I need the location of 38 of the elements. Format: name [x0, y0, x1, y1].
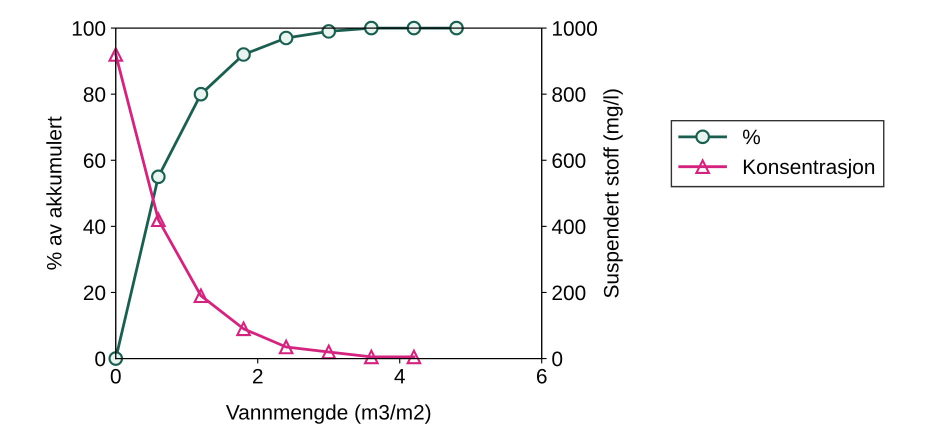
y-tick-label: 0	[95, 352, 106, 366]
y2-tick-label: 1000	[553, 21, 597, 36]
x-tick-label: 0	[110, 368, 121, 384]
y2-tick-label: 200	[552, 285, 586, 300]
x-tick-label: 2	[252, 368, 262, 384]
point	[321, 24, 336, 39]
point	[278, 30, 294, 46]
y-tick-label: 60	[84, 153, 106, 168]
y-tick-label: 40	[83, 219, 106, 234]
y-tick-label: 100	[72, 21, 106, 36]
x-axis-title: Vannmengde (m3/m2)	[226, 404, 430, 424]
y-tick-label: 20	[84, 285, 106, 300]
point	[364, 350, 379, 364]
x-tick-label: 6	[536, 368, 547, 384]
point	[278, 340, 294, 354]
point	[236, 322, 251, 336]
point	[406, 20, 422, 36]
x-tick-label: 4	[394, 369, 405, 384]
point	[108, 47, 124, 62]
y2-axis-title: Suspendert stoff (mg/l)	[603, 89, 623, 298]
point	[151, 212, 166, 228]
y2-tick-label: 0	[552, 352, 562, 366]
y2-tick-label: 600	[552, 153, 586, 168]
point	[364, 20, 379, 36]
point	[151, 170, 166, 184]
point	[194, 288, 208, 304]
y-axis-title: % av akkumulert	[46, 116, 62, 270]
point	[108, 351, 124, 366]
point	[194, 86, 208, 102]
legend-label: Konsentrasjon	[744, 158, 874, 178]
point	[321, 344, 336, 360]
y-tick-label: 80	[84, 87, 106, 102]
point	[236, 47, 251, 62]
point	[406, 350, 422, 364]
y2-tick-label: 800	[552, 87, 586, 102]
legend-label: %	[742, 130, 760, 144]
y2-tick-label: 400	[552, 219, 586, 234]
point	[449, 20, 464, 36]
